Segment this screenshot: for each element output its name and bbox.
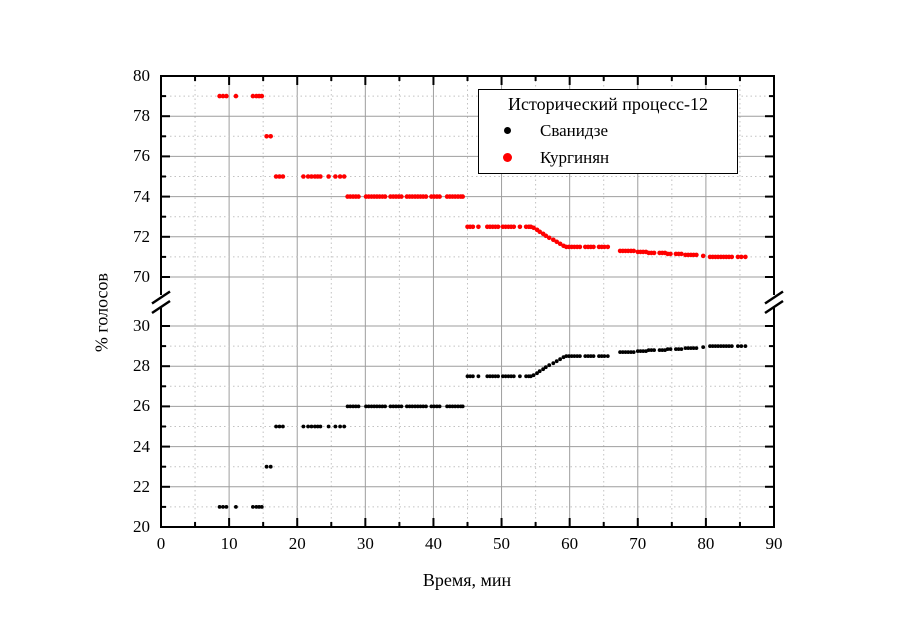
x-tick-label: 90: [765, 534, 783, 553]
y-tick-label: 24: [133, 436, 150, 456]
y-tick-label: 74: [133, 186, 150, 206]
y-tick-label: 26: [133, 396, 150, 416]
y-tick-label: 72: [133, 226, 150, 246]
legend: Исторический процесс-12 Сванидзе Кургиня…: [478, 89, 738, 174]
y-axis-title: % голосов: [91, 272, 112, 353]
kurginyan-dot-marker-icon: [503, 153, 512, 162]
x-tick-label: 70: [629, 534, 647, 553]
x-tick-label: 30: [356, 534, 374, 553]
x-tick-label: 60: [561, 534, 579, 553]
legend-label-kurginyan: Кургинян: [540, 147, 610, 167]
legend-title: Исторический процесс-12: [508, 94, 708, 114]
x-tick-label: 80: [697, 534, 715, 553]
y-tick-label: 28: [133, 356, 150, 376]
legend-item-kurginyan: Кургинян: [479, 144, 737, 171]
x-tick-label: 20: [288, 534, 306, 553]
x-axis-title: Время, мин: [422, 570, 512, 590]
y-tick-label: 78: [133, 106, 150, 126]
y-tick-label: 80: [133, 66, 150, 85]
y-tick-label: 30: [133, 316, 150, 335]
legend-label-svanidze: Сванидзе: [540, 120, 608, 140]
svanidze-dot-marker-icon: [504, 127, 511, 134]
y-tick-label: 76: [133, 146, 150, 166]
y-tick-label: 20: [133, 517, 150, 536]
x-tick-label: 40: [424, 534, 442, 553]
y-tick-label: 70: [133, 267, 150, 286]
x-tick-label: 0: [156, 534, 166, 553]
x-tick-label: 10: [220, 534, 238, 553]
x-tick-label: 50: [493, 534, 511, 553]
y-tick-label: 22: [133, 476, 150, 496]
legend-item-svanidze: Сванидзе: [479, 117, 737, 144]
